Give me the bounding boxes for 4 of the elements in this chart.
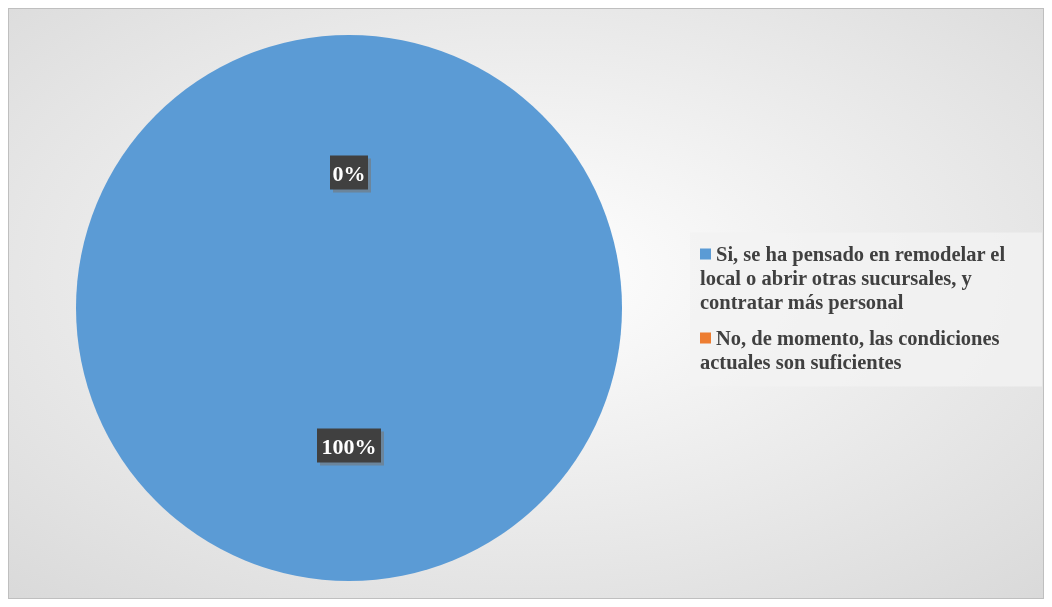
legend-label: Si, se ha pensado en remodelar el local o abrir otras sucursales, y contratar más personal xyxy=(700,242,1006,314)
text: 0% xyxy=(332,160,366,186)
legend-label: No, de momento, las condiciones actuales son suficientes xyxy=(700,326,1000,373)
data-label: 100% xyxy=(321,433,377,459)
